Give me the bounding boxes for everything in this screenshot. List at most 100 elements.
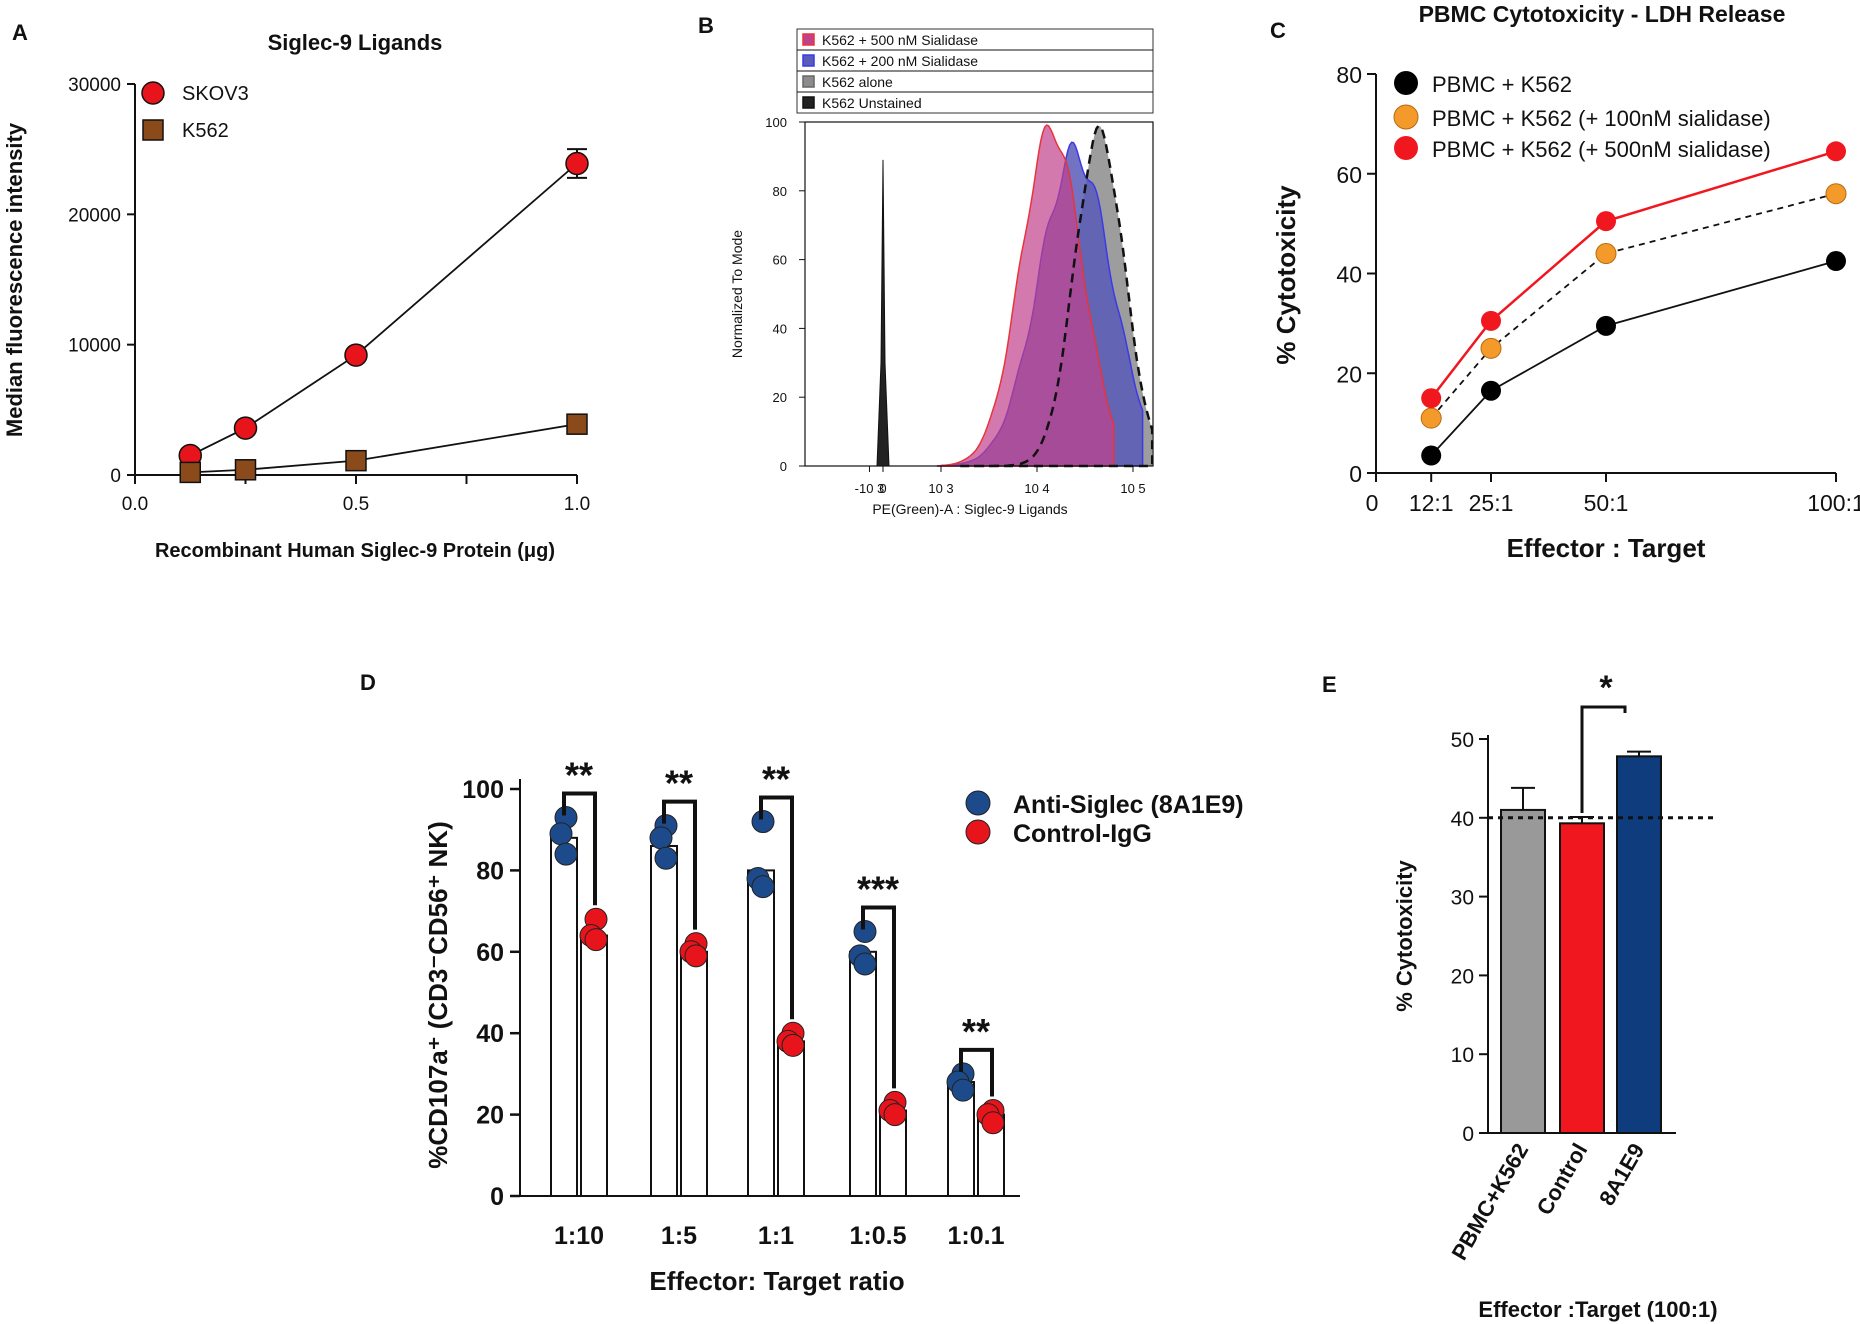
x-tick-label-a: 0.0 [122, 494, 148, 515]
y-tick-label-d: 100 [462, 776, 504, 804]
legend-marker-d [965, 819, 991, 845]
y-tick-label-d: 0 [490, 1183, 504, 1211]
x-tick-label-b: 0 [879, 481, 886, 496]
legend-marker-c [1394, 136, 1418, 160]
x-tick-label-c: 50:1 [1584, 490, 1629, 516]
bar-d [747, 869, 775, 1198]
legend-label-a: SKOV3 [182, 83, 249, 105]
data-point-a [344, 343, 368, 367]
legend-label-b: K562 + 500 nM Sialidase [822, 32, 978, 48]
x-tick-label-d: 1:1 [758, 1222, 794, 1250]
histogram-500nm [936, 124, 1115, 467]
y-tick-label-d: 20 [476, 1102, 504, 1130]
data-point-c [1481, 380, 1501, 401]
data-point-c [1596, 315, 1616, 336]
y-tick-label-c: 40 [1336, 262, 1362, 288]
data-point-d [981, 1111, 1005, 1135]
data-point-c [1421, 445, 1442, 466]
data-point-d [951, 1078, 975, 1102]
data-point-c [1826, 251, 1846, 272]
data-point-d [584, 928, 608, 952]
data-point-a [179, 461, 201, 484]
x-tick-label-d: 1:0.5 [850, 1222, 907, 1250]
data-point-a [233, 416, 258, 440]
data-point-d [781, 1033, 805, 1057]
data-point-c [1826, 141, 1846, 162]
data-point-c [1596, 211, 1616, 232]
y-tick-label-e: 20 [1451, 965, 1474, 988]
significance-bracket-d [662, 799, 697, 930]
x-tick-label-d: 1:5 [661, 1222, 697, 1250]
y-axis-label-d: %CD107a⁺ (CD3⁻CD56⁺ NK) [423, 821, 453, 1168]
bar-d [550, 836, 578, 1198]
y-tick-label-a: 20000 [68, 205, 121, 226]
x-axis-label-a: Recombinant Human Siglec-9 Protein (μg) [155, 540, 555, 562]
significance-label-d: ** [665, 763, 693, 804]
y-tick-label-e: 0 [1462, 1123, 1474, 1146]
data-point-c [1595, 243, 1617, 265]
significance-label-d: *** [857, 868, 899, 909]
x-tick-label-e: Control [1532, 1139, 1593, 1219]
series-line-c [1430, 260, 1837, 457]
y-axis-label-a: Median fluorescence intensity [2, 122, 27, 437]
x-axis-label-c: Effector : Target [1507, 533, 1706, 563]
y-tick-label-b: 100 [765, 115, 787, 130]
panel-d: D 0 20 40 60 80 100 1:10 ** 1:5 ** 1:1 ** 1:0.5 *** 1:0… [360, 670, 1244, 1296]
legend-marker-d [965, 790, 991, 816]
data-point-c [1421, 388, 1442, 409]
data-point-c [1825, 183, 1847, 205]
x-tick-label-b: -10 3 [855, 481, 885, 496]
x-tick-label-b: 10 5 [1120, 481, 1145, 496]
legend-marker-c [1393, 104, 1419, 130]
panel-label-a: A [12, 20, 28, 45]
legend-swatch-b [802, 96, 815, 109]
bar-e [1500, 808, 1546, 1134]
y-tick-label-c: 60 [1336, 162, 1362, 188]
y-tick-label-a: 10000 [68, 336, 121, 357]
x-tick-label-e: 8A1E9 [1594, 1139, 1649, 1210]
data-point-d [554, 842, 578, 866]
data-point-c [1480, 337, 1502, 359]
plot-frame-b [804, 121, 1154, 467]
data-point-a [234, 459, 257, 481]
legend-label-b: K562 + 200 nM Sialidase [822, 53, 978, 69]
y-tick-label-b: 80 [773, 184, 787, 199]
panel-label-d: D [360, 670, 376, 695]
x-tick-label-c: 12:1 [1409, 490, 1454, 516]
y-tick-label-c: 80 [1336, 62, 1362, 88]
y-tick-label-a: 30000 [68, 75, 121, 96]
y-tick-label-a: 0 [110, 466, 121, 487]
x-tick-label-e: PBMC+K562 [1447, 1139, 1534, 1264]
y-tick-label-e: 10 [1451, 1044, 1474, 1067]
significance-bracket-d [759, 795, 794, 1020]
data-point-c [1481, 310, 1501, 331]
significance-label-d: ** [762, 759, 790, 800]
y-tick-label-b: 60 [773, 253, 787, 268]
histogram-unstained [876, 159, 890, 467]
bar-e [1616, 755, 1662, 1134]
x-tick-label-b: 10 3 [928, 481, 953, 496]
x-tick-label-c: 0 [1366, 490, 1379, 516]
legend-marker-c [1394, 71, 1418, 95]
legend-label-c: PBMC + K562 (+ 500nM sialidase) [1432, 137, 1771, 162]
data-point-a [565, 151, 589, 176]
data-point-d [684, 944, 708, 968]
x-axis-label-d: Effector: Target ratio [649, 1266, 904, 1296]
y-tick-label-d: 40 [476, 1020, 504, 1048]
legend-label-b: K562 alone [822, 74, 893, 90]
legend-swatch-b [802, 75, 815, 88]
series-line-a [190, 423, 578, 474]
bar-d [580, 934, 608, 1198]
y-tick-label-b: 20 [773, 390, 787, 405]
legend-label-c: PBMC + K562 [1432, 72, 1572, 97]
x-axis-label-b: PE(Green)-A : Siglec-9 Ligands [872, 501, 1067, 517]
data-point-d [654, 846, 678, 870]
y-tick-label-c: 0 [1349, 461, 1362, 487]
data-point-d [883, 1103, 907, 1127]
legend-swatch-b [802, 54, 815, 67]
data-point-d [649, 826, 673, 850]
x-tick-label-c: 25:1 [1469, 490, 1514, 516]
y-axis-label-b: Normalized To Mode [729, 230, 745, 358]
